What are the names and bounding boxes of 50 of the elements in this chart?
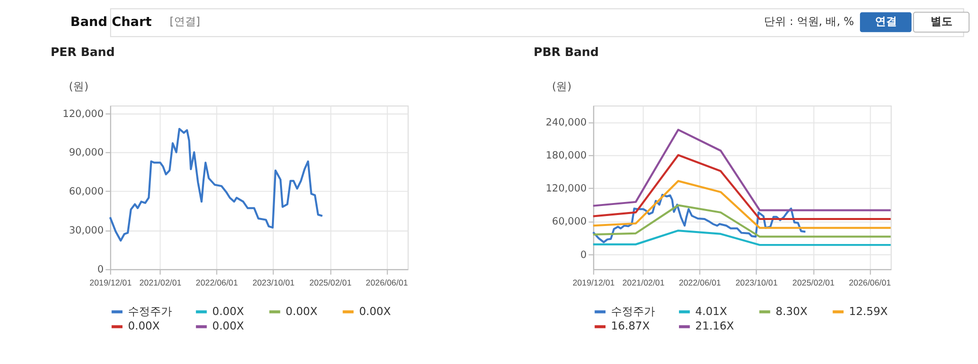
x-tick-label: 2023/10/01 <box>252 278 295 288</box>
legend-label: 16.87X <box>611 320 650 333</box>
x-tick-label: 2021/02/01 <box>139 278 182 288</box>
line-series <box>592 154 892 220</box>
line-series <box>592 180 892 229</box>
legend-label: 21.16X <box>695 320 735 333</box>
text: Band Chart <box>70 15 152 30</box>
legend-label: 0.00X <box>212 304 245 318</box>
x-tick-label: 2025/02/01 <box>792 278 835 288</box>
line-series <box>109 128 324 242</box>
x-tick-label: 2022/06/01 <box>196 278 238 288</box>
chart-title: PBR Band <box>534 44 599 59</box>
y-tick-label: 120,000 <box>62 108 104 120</box>
y-axis-title: (원) <box>552 80 572 94</box>
line-series <box>592 194 806 244</box>
line-series <box>592 230 892 246</box>
legend-label: 수정주가 <box>128 304 172 318</box>
y-tick-label: 30,000 <box>68 226 104 237</box>
legend-label: 12.59X <box>849 304 888 318</box>
legend-label: 0.00X <box>359 304 392 318</box>
legend-label: 0.00X <box>212 320 245 333</box>
y-axis-title: (원) <box>68 80 88 94</box>
y-tick-label: 90,000 <box>68 148 104 159</box>
x-tick-label: 2019/12/01 <box>572 278 616 288</box>
y-tick-label: 120,000 <box>546 184 587 195</box>
legend-label: 4.01X <box>695 304 728 318</box>
text: [연결] <box>170 15 200 28</box>
text: 연결 <box>874 15 897 28</box>
y-tick-label: 0 <box>580 250 587 261</box>
chart-title: PER Band <box>50 44 115 59</box>
text: 별도 <box>930 15 952 28</box>
line-series <box>592 204 892 238</box>
legend-label: 수정주가 <box>611 304 655 318</box>
x-tick-label: 2019/12/01 <box>90 278 132 288</box>
x-tick-label: 2026/06/01 <box>848 278 892 288</box>
y-tick-label: 180,000 <box>546 150 587 162</box>
x-tick-label: 2026/06/01 <box>366 278 408 288</box>
y-tick-label: 0 <box>97 264 104 276</box>
legend-label: 8.30X <box>776 304 808 318</box>
y-tick-label: 60,000 <box>68 186 104 198</box>
line-series <box>592 128 892 212</box>
text: 단위 : 억원, 배, % <box>764 15 854 28</box>
legend-label: 0.00X <box>128 320 160 333</box>
x-tick-label: 2025/02/01 <box>309 278 352 288</box>
y-tick-label: 60,000 <box>552 216 587 228</box>
x-tick-label: 2022/06/01 <box>678 278 722 288</box>
y-tick-label: 240,000 <box>546 118 587 129</box>
x-tick-label: 2023/10/01 <box>735 278 778 288</box>
legend-label: 0.00X <box>286 304 318 318</box>
x-tick-label: 2021/02/01 <box>622 278 665 288</box>
